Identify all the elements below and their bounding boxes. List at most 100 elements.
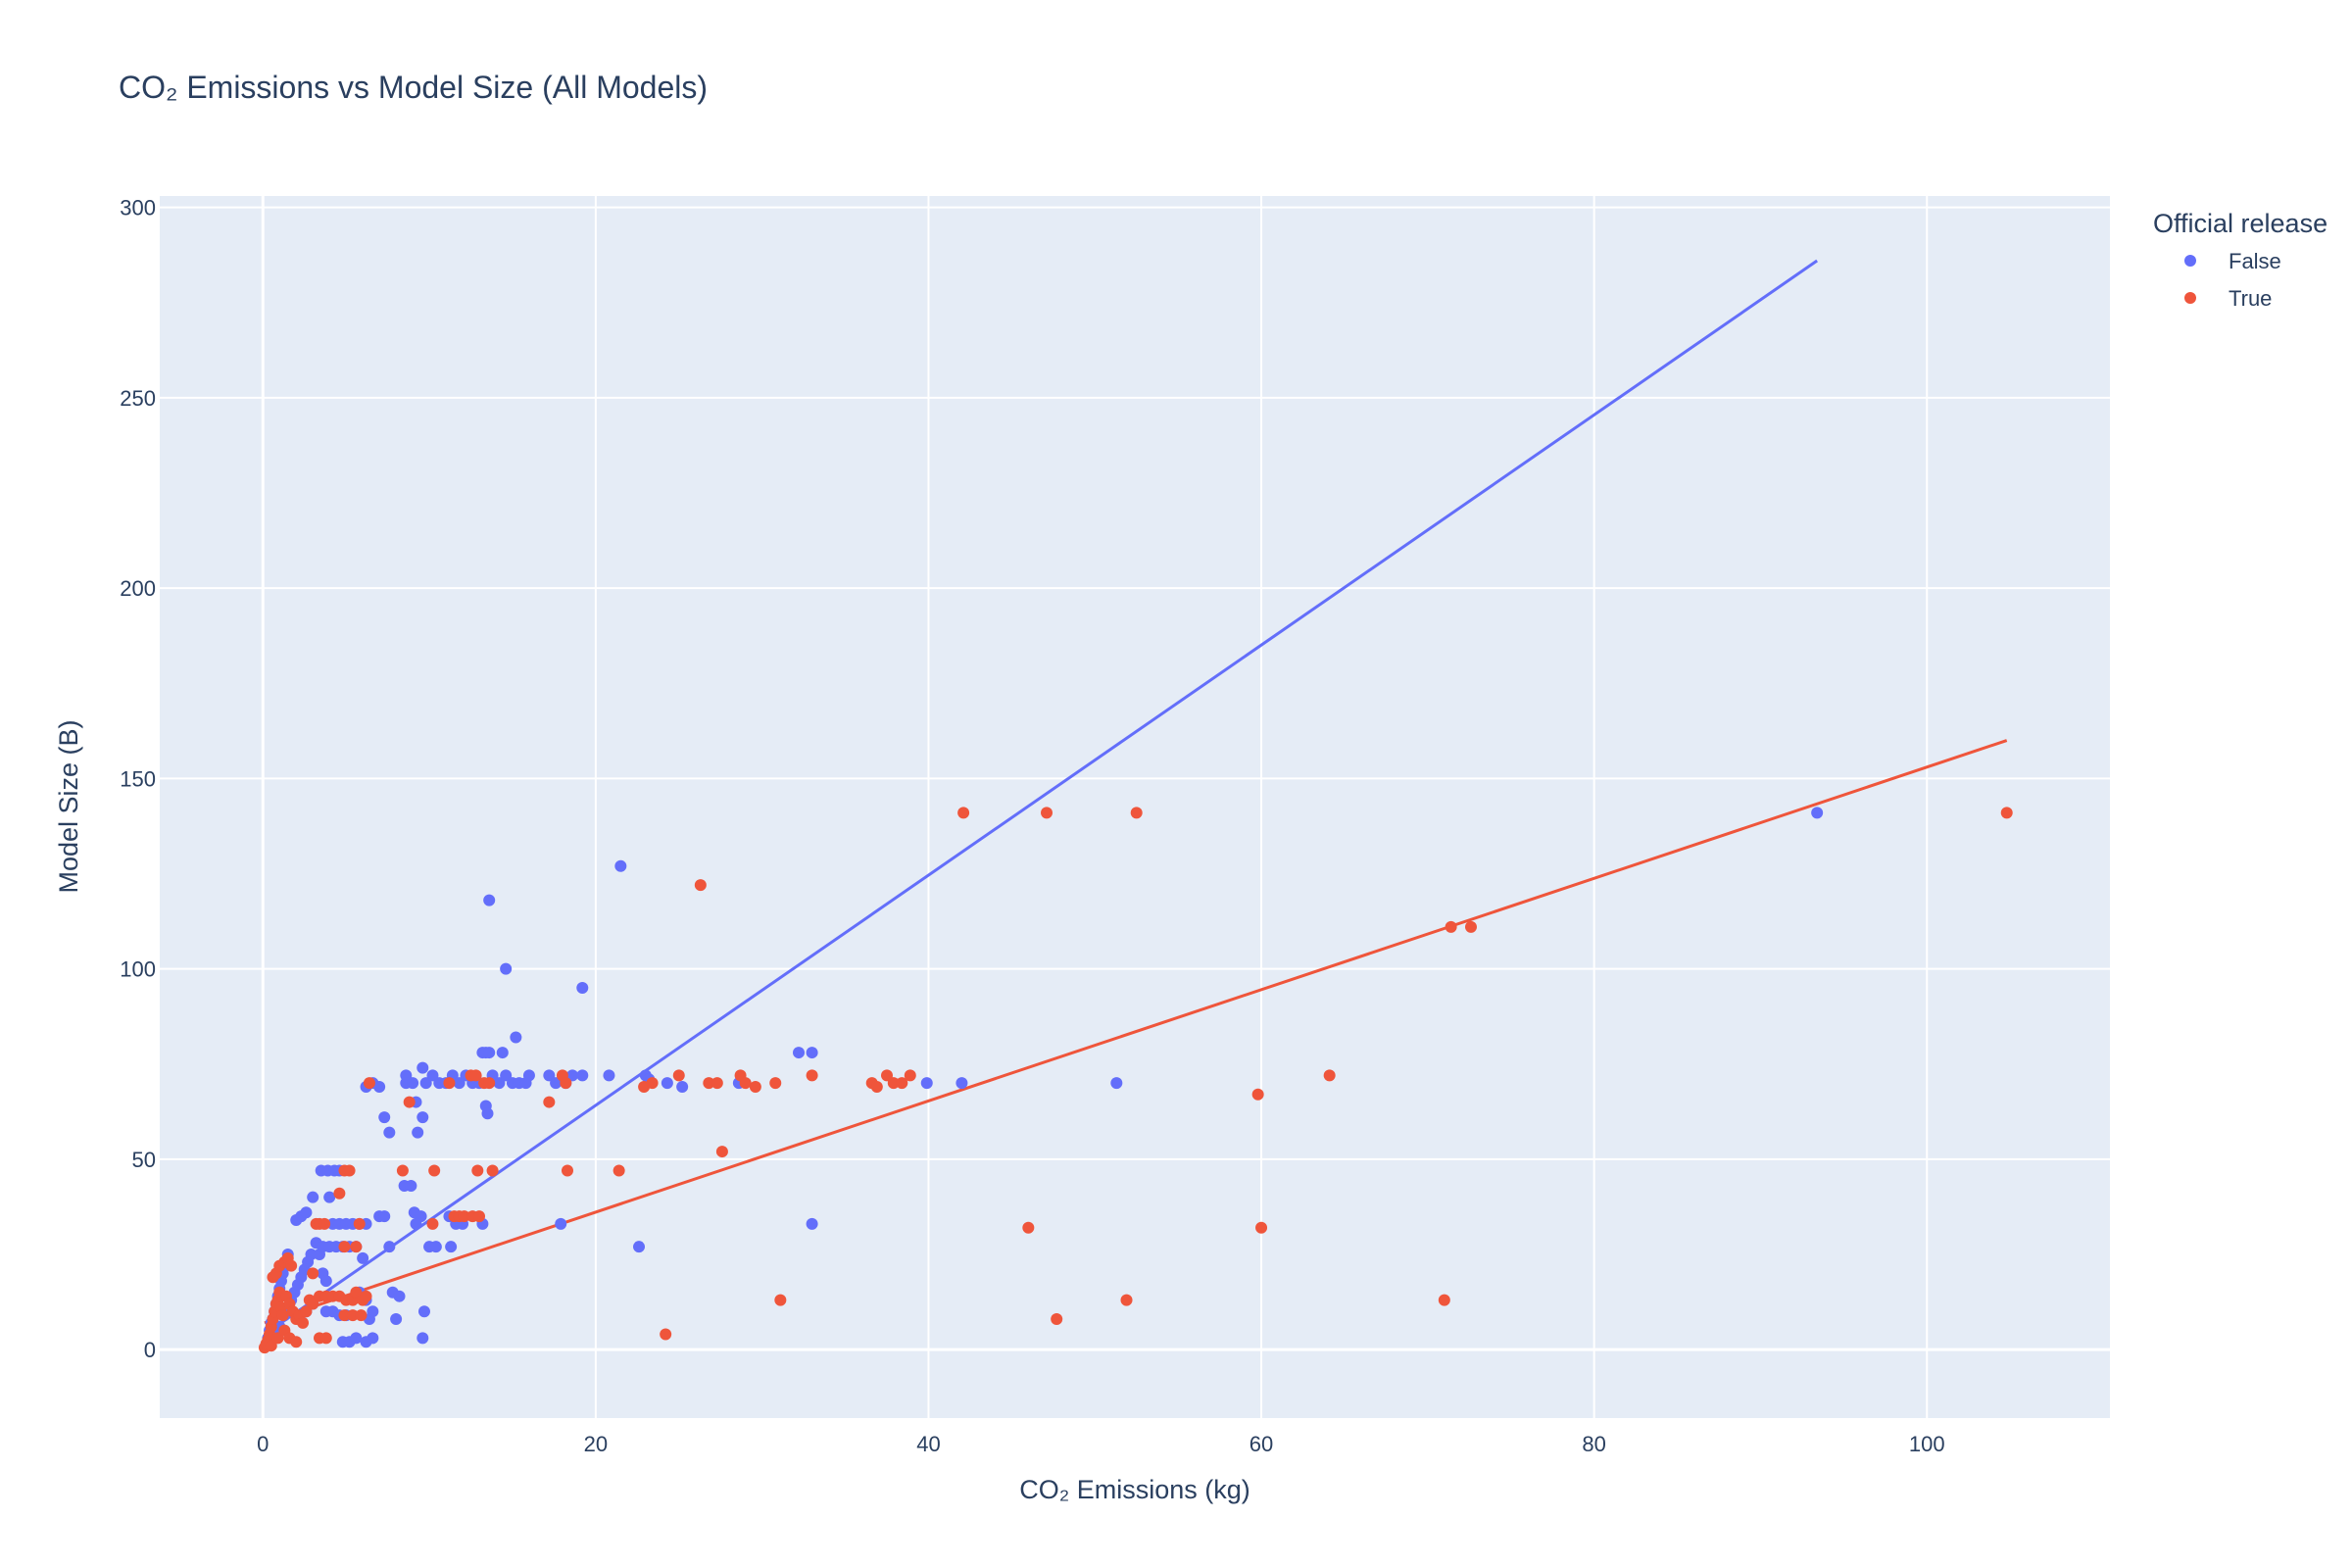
data-point[interactable]	[1251, 1088, 1264, 1101]
data-point[interactable]	[338, 1241, 351, 1253]
data-point[interactable]	[458, 1210, 470, 1223]
data-point[interactable]	[471, 1164, 484, 1177]
data-point[interactable]	[660, 1328, 672, 1341]
data-point[interactable]	[1051, 1312, 1063, 1325]
data-point[interactable]	[396, 1164, 409, 1177]
data-point[interactable]	[323, 1191, 336, 1203]
data-point[interactable]	[774, 1294, 787, 1306]
data-point[interactable]	[383, 1241, 396, 1253]
data-point[interactable]	[403, 1096, 416, 1108]
legend-item-true[interactable]: True	[2184, 286, 2272, 311]
data-point[interactable]	[493, 1077, 506, 1090]
data-point[interactable]	[305, 1248, 318, 1260]
data-point[interactable]	[793, 1047, 806, 1059]
data-point[interactable]	[806, 1069, 818, 1082]
data-point[interactable]	[319, 1332, 332, 1345]
data-point[interactable]	[1120, 1294, 1133, 1306]
data-point[interactable]	[957, 807, 970, 819]
data-point[interactable]	[1255, 1221, 1268, 1234]
data-point[interactable]	[715, 1146, 728, 1158]
data-point[interactable]	[419, 1077, 432, 1090]
data-point[interactable]	[378, 1111, 391, 1124]
data-point[interactable]	[1811, 807, 1824, 819]
data-point[interactable]	[367, 1332, 379, 1345]
data-point[interactable]	[445, 1241, 458, 1253]
data-point[interactable]	[956, 1077, 968, 1090]
data-point[interactable]	[405, 1180, 417, 1193]
data-point[interactable]	[576, 1069, 589, 1082]
data-point[interactable]	[353, 1217, 366, 1230]
data-point[interactable]	[367, 1305, 379, 1318]
data-point[interactable]	[550, 1077, 563, 1090]
data-point[interactable]	[486, 1164, 499, 1177]
data-point[interactable]	[343, 1164, 356, 1177]
data-point[interactable]	[612, 1164, 625, 1177]
data-point[interactable]	[710, 1077, 723, 1090]
data-point[interactable]	[560, 1077, 572, 1090]
data-point[interactable]	[561, 1164, 573, 1177]
data-point[interactable]	[429, 1241, 442, 1253]
data-point[interactable]	[920, 1077, 933, 1090]
data-point[interactable]	[383, 1126, 396, 1139]
data-point[interactable]	[300, 1305, 313, 1318]
data-point[interactable]	[426, 1217, 439, 1230]
data-point[interactable]	[357, 1251, 369, 1264]
data-point[interactable]	[887, 1077, 900, 1090]
data-point[interactable]	[338, 1309, 351, 1322]
data-point[interactable]	[416, 1111, 429, 1124]
data-point[interactable]	[694, 879, 707, 892]
data-point[interactable]	[2000, 807, 2013, 819]
data-point[interactable]	[393, 1290, 406, 1302]
data-point[interactable]	[481, 1107, 494, 1120]
data-point[interactable]	[500, 962, 513, 975]
data-point[interactable]	[473, 1210, 486, 1223]
data-point[interactable]	[496, 1047, 509, 1059]
data-point[interactable]	[881, 1069, 894, 1082]
data-point[interactable]	[373, 1081, 386, 1094]
data-point[interactable]	[749, 1081, 761, 1094]
data-point[interactable]	[806, 1217, 818, 1230]
data-point[interactable]	[522, 1069, 535, 1082]
data-point[interactable]	[500, 1069, 513, 1082]
data-point[interactable]	[297, 1316, 310, 1329]
data-point[interactable]	[360, 1290, 372, 1302]
data-point[interactable]	[1130, 807, 1143, 819]
data-point[interactable]	[350, 1332, 363, 1345]
data-point[interactable]	[363, 1077, 375, 1090]
data-point[interactable]	[633, 1241, 646, 1253]
data-point[interactable]	[276, 1309, 289, 1322]
data-point[interactable]	[1022, 1221, 1035, 1234]
data-point[interactable]	[904, 1069, 916, 1082]
data-point[interactable]	[307, 1267, 319, 1280]
legend-item-false[interactable]: False	[2184, 249, 2281, 273]
data-point[interactable]	[410, 1217, 422, 1230]
data-point[interactable]	[896, 1077, 908, 1090]
data-point[interactable]	[469, 1069, 482, 1082]
data-point[interactable]	[603, 1069, 615, 1082]
data-point[interactable]	[290, 1336, 303, 1348]
data-point[interactable]	[739, 1077, 752, 1090]
data-point[interactable]	[1438, 1294, 1450, 1306]
data-point[interactable]	[1041, 807, 1054, 819]
data-point[interactable]	[769, 1077, 782, 1090]
data-point[interactable]	[483, 1077, 496, 1090]
data-point[interactable]	[870, 1081, 883, 1094]
data-point[interactable]	[350, 1286, 363, 1298]
data-point[interactable]	[1110, 1077, 1123, 1090]
data-point[interactable]	[350, 1241, 363, 1253]
data-point[interactable]	[416, 1061, 429, 1074]
data-point[interactable]	[417, 1305, 430, 1318]
data-point[interactable]	[1464, 920, 1477, 933]
data-point[interactable]	[453, 1077, 466, 1090]
data-point[interactable]	[333, 1187, 346, 1200]
data-point[interactable]	[428, 1164, 441, 1177]
data-point[interactable]	[646, 1077, 659, 1090]
data-point[interactable]	[307, 1298, 319, 1310]
data-point[interactable]	[661, 1077, 673, 1090]
data-point[interactable]	[566, 1069, 579, 1082]
data-point[interactable]	[703, 1077, 715, 1090]
data-point[interactable]	[265, 1340, 277, 1352]
data-point[interactable]	[355, 1309, 368, 1322]
data-point[interactable]	[407, 1077, 419, 1090]
data-point[interactable]	[483, 894, 496, 906]
